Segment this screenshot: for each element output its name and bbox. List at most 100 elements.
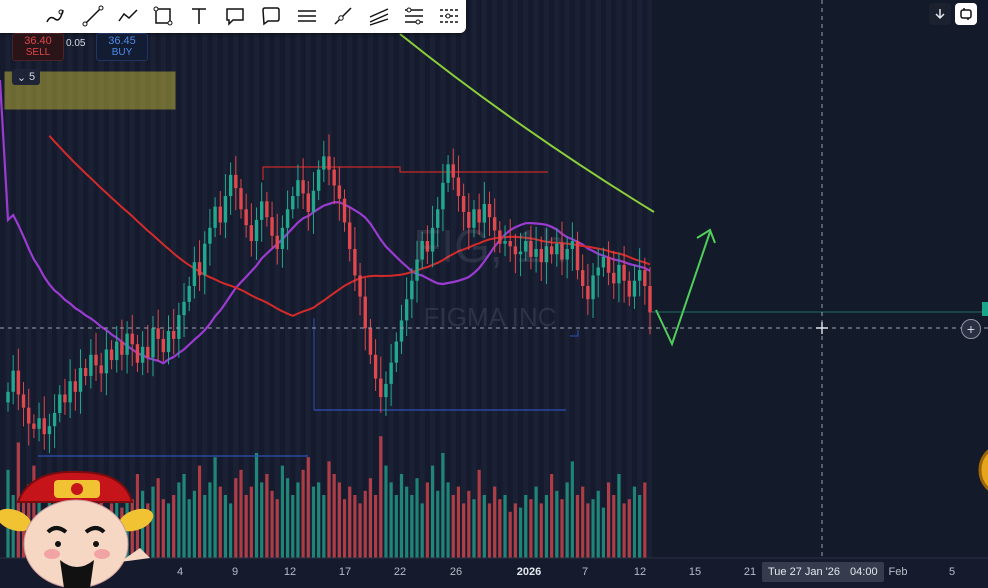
- volume-bar: [373, 495, 378, 558]
- text-tool[interactable]: [186, 4, 212, 28]
- volume-bar: [550, 474, 554, 558]
- fib-retracement-tool[interactable]: [401, 4, 427, 28]
- candle-body: [617, 264, 621, 284]
- candle-body: [275, 235, 279, 249]
- volume-bar: [493, 486, 497, 558]
- candle-body: [529, 241, 533, 257]
- ray-tool[interactable]: [330, 4, 356, 28]
- candle-body: [544, 246, 549, 263]
- bg-stripe: [233, 0, 239, 558]
- bg-stripe: [171, 0, 177, 558]
- parallel-channel-tool[interactable]: [366, 4, 392, 28]
- volume-bar: [539, 503, 543, 558]
- bg-stripe: [481, 0, 487, 558]
- candle-body: [601, 256, 606, 268]
- candle-body: [99, 365, 103, 374]
- crosshair-time-label: Tue 27 Jan '26 04:00: [762, 562, 884, 582]
- bg-stripe: [388, 0, 394, 558]
- volume-bar: [467, 490, 471, 558]
- candle-body: [265, 201, 269, 218]
- candle-body: [498, 230, 502, 244]
- comment-icon: [262, 7, 280, 26]
- brush-tool[interactable]: [42, 4, 68, 28]
- bg-stripe: [181, 0, 187, 558]
- volume-bar: [327, 461, 331, 558]
- add-alert-button[interactable]: +: [961, 319, 981, 339]
- bg-stripe: [398, 0, 405, 558]
- volume-bar: [446, 482, 450, 558]
- volume-bar: [405, 486, 409, 558]
- measure-tool[interactable]: [436, 4, 462, 28]
- volume-bar: [229, 503, 233, 558]
- candle-body: [130, 333, 134, 345]
- indicators-toggle[interactable]: ⌄ 5: [12, 69, 40, 85]
- candle-body: [27, 407, 31, 424]
- candle-body: [337, 185, 342, 199]
- candle-body: [94, 354, 98, 366]
- candle-body: [197, 262, 202, 276]
- path-tool[interactable]: [115, 4, 141, 28]
- bg-stripe: [57, 0, 63, 558]
- candle-body: [348, 222, 352, 249]
- support-tick: [570, 330, 579, 337]
- volume-bar: [203, 495, 207, 558]
- candle-body: [596, 267, 600, 276]
- candle-body: [487, 204, 492, 218]
- rectangle-tool[interactable]: [150, 4, 176, 28]
- bg-stripe: [98, 0, 104, 558]
- volume-bar: [456, 486, 461, 558]
- candle-body: [373, 354, 378, 379]
- volume-bar: [332, 474, 336, 558]
- volume-bar: [570, 461, 574, 558]
- bg-stripe: [533, 0, 539, 558]
- moving-averages: [0, 33, 655, 365]
- candle-body: [223, 196, 228, 223]
- candle-body: [472, 209, 476, 228]
- candle-body: [83, 368, 88, 376]
- volume-bar: [436, 490, 440, 558]
- buy-button[interactable]: 36.45 BUY: [96, 33, 148, 61]
- comment-tool[interactable]: [258, 4, 284, 28]
- candle-body: [89, 354, 93, 376]
- volume-bar: [565, 482, 569, 558]
- candle-body: [42, 418, 46, 435]
- bg-stripe: [26, 0, 32, 558]
- volume-bar: [518, 507, 523, 558]
- candle-body: [518, 251, 523, 255]
- candle-body: [379, 378, 383, 398]
- candle-body: [306, 193, 310, 212]
- volume-bar: [601, 507, 606, 558]
- volume-bar: [632, 486, 637, 558]
- replay-button[interactable]: [955, 3, 977, 25]
- volume-bar: [172, 495, 176, 558]
- volume-bar: [441, 453, 445, 558]
- candle-body: [446, 164, 450, 183]
- volume-bar: [544, 495, 549, 558]
- candle-body: [156, 328, 160, 339]
- volume-bar: [622, 503, 626, 558]
- volume-bar: [508, 511, 512, 558]
- scroll-down-button[interactable]: [929, 3, 951, 25]
- callout-tool[interactable]: [222, 4, 248, 28]
- candle-body: [259, 201, 264, 220]
- candle-body: [104, 349, 109, 374]
- ray-icon: [334, 7, 352, 25]
- mascot-decoration: [0, 470, 154, 588]
- bg-stripe: [46, 0, 53, 558]
- candle-body: [47, 426, 52, 435]
- candle-body: [6, 391, 10, 403]
- horizontal-lines-tool[interactable]: [294, 4, 320, 28]
- buy-label: BUY: [111, 47, 133, 58]
- ma-green-line: [399, 33, 655, 213]
- volume-bar: [410, 495, 414, 558]
- bg-stripe: [336, 0, 342, 558]
- volume-bar: [420, 503, 424, 558]
- candle-body: [389, 362, 393, 384]
- trend-line-tool[interactable]: [80, 4, 106, 28]
- candle-body: [291, 196, 295, 210]
- candle-body: [244, 209, 248, 226]
- ma-purple-line: [0, 79, 651, 365]
- x-tick-label: 17: [338, 566, 352, 578]
- sell-button[interactable]: 36.40 SELL: [12, 33, 64, 61]
